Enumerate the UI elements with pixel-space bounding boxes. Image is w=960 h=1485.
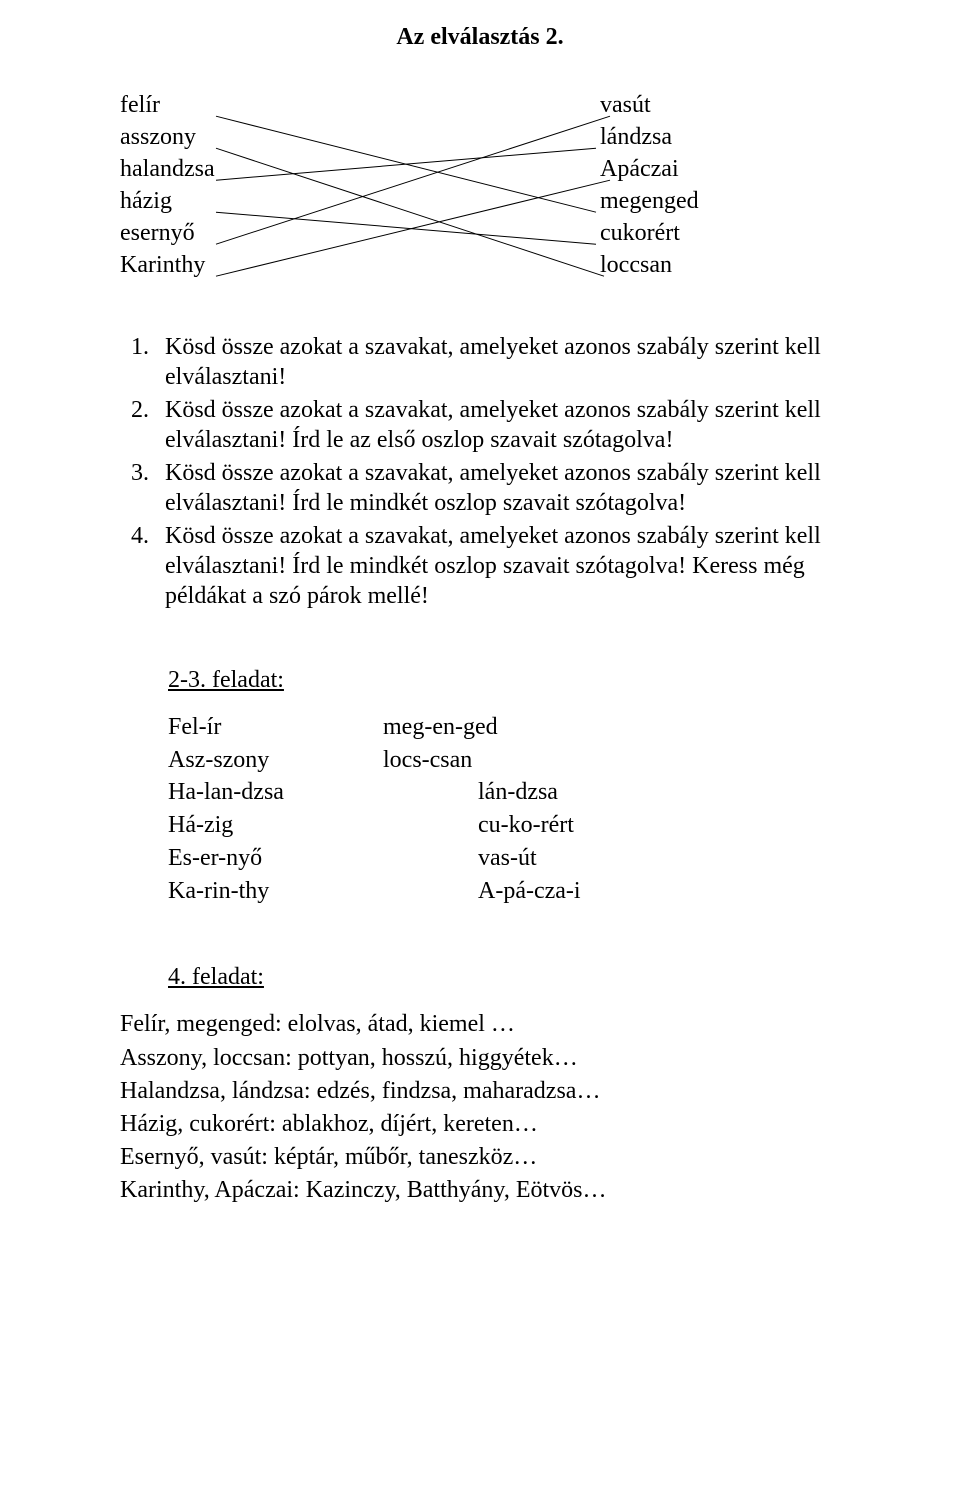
answer-col1: Há-zig (168, 810, 383, 843)
match-left-word: Karinthy (120, 249, 205, 281)
match-right-word: megenged (600, 185, 699, 217)
match-left-word: felír (120, 89, 160, 121)
feladat4-lines: Felír, megenged: elolvas, átad, kiemel …… (120, 1009, 840, 1206)
feladat4-line: Házig, cukorért: ablakhoz, díjért, keret… (120, 1109, 840, 1140)
page-title: Az elválasztás 2. (120, 24, 840, 51)
task-item: Kösd össze azokat a szavakat, amelyeket … (155, 458, 840, 518)
task-item: Kösd össze azokat a szavakat, amelyeket … (155, 332, 840, 392)
table-row: Asz-szonylocs-csan (168, 745, 581, 778)
answer-col2: meg-en-ged (383, 712, 581, 745)
match-line (216, 116, 610, 244)
answer-col2: locs-csan (383, 745, 581, 778)
match-line (216, 116, 596, 212)
table-row: Ka-rin-thyA-pá-cza-i (168, 876, 581, 909)
feladat4-line: Esernyő, vasút: képtár, műbőr, taneszköz… (120, 1142, 840, 1173)
matching-diagram: felírasszonyhalandzsaházigesernyőKarinth… (120, 87, 840, 282)
table-row: Ha-lan-dzsalán-dzsa (168, 777, 581, 810)
task-item: Kösd össze azokat a szavakat, amelyeket … (155, 521, 840, 611)
match-line (216, 180, 610, 276)
table-row: Fel-írmeg-en-ged (168, 712, 581, 745)
answer-col2: lán-dzsa (383, 777, 581, 810)
answer-col1: Fel-ír (168, 712, 383, 745)
feladat4-line: Asszony, loccsan: pottyan, hosszú, higgy… (120, 1043, 840, 1074)
task-list: Kösd össze azokat a szavakat, amelyeket … (120, 332, 840, 611)
task-item: Kösd össze azokat a szavakat, amelyeket … (155, 395, 840, 455)
answer-col1: Asz-szony (168, 745, 383, 778)
answer-table: Fel-írmeg-en-gedAsz-szonylocs-csanHa-lan… (168, 712, 581, 908)
table-row: Há-zigcu-ko-rért (168, 810, 581, 843)
answer-col1: Es-er-nyő (168, 843, 383, 876)
match-left-word: halandzsa (120, 153, 215, 185)
answer-col2: A-pá-cza-i (383, 876, 581, 909)
section-heading-2-3: 2-3. feladat: (168, 667, 840, 694)
page: Az elválasztás 2. felírasszonyhalandzsah… (0, 0, 960, 1485)
match-left-word: esernyő (120, 217, 195, 249)
answer-col2: vas-út (383, 843, 581, 876)
match-right-word: cukorért (600, 217, 680, 249)
match-line (216, 212, 596, 244)
feladat4-line: Karinthy, Apáczai: Kazinczy, Batthyány, … (120, 1175, 840, 1206)
match-right-word: lándzsa (600, 121, 672, 153)
match-left-word: asszony (120, 121, 196, 153)
match-left-word: házig (120, 185, 172, 217)
match-right-word: Apáczai (600, 153, 679, 185)
match-line (216, 148, 604, 276)
answer-col2: cu-ko-rért (383, 810, 581, 843)
feladat4-line: Halandzsa, lándzsa: edzés, findzsa, maha… (120, 1076, 840, 1107)
answer-col1: Ha-lan-dzsa (168, 777, 383, 810)
section-heading-4: 4. feladat: (168, 964, 840, 991)
feladat4-line: Felír, megenged: elolvas, átad, kiemel … (120, 1009, 840, 1040)
table-row: Es-er-nyővas-út (168, 843, 581, 876)
answer-col1: Ka-rin-thy (168, 876, 383, 909)
match-right-word: vasút (600, 89, 651, 121)
match-line (216, 148, 596, 180)
match-right-word: loccsan (600, 249, 672, 281)
